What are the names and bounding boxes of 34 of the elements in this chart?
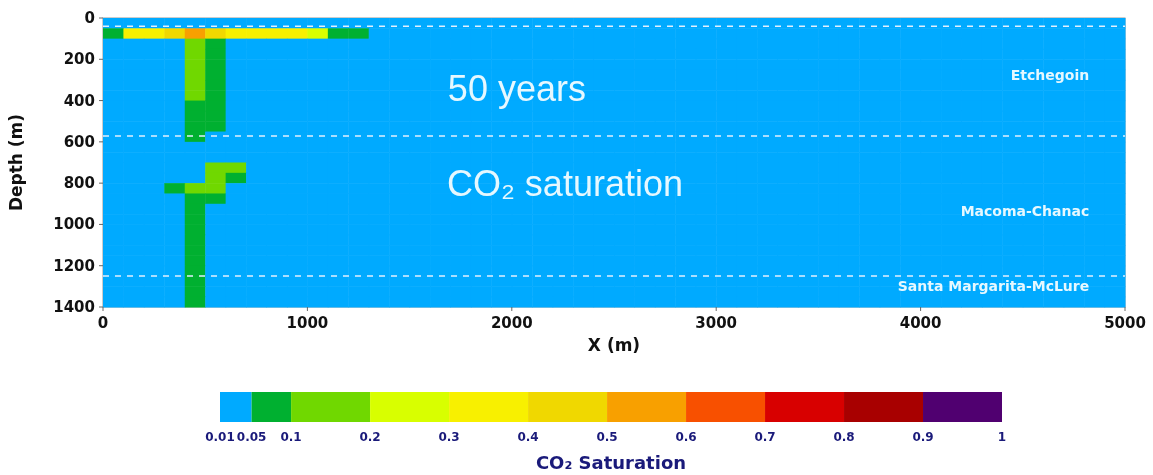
- color-bar-label: 0.1: [280, 430, 302, 444]
- color-bar-label: 0.05: [236, 430, 267, 444]
- color-bar-label: 0.4: [517, 430, 539, 444]
- color-bar-label: 0.3: [438, 430, 460, 444]
- annotation: Santa Margarita-McLure: [897, 278, 1090, 295]
- color-bar-label: 1: [997, 430, 1007, 444]
- y-tick-label: 1200: [53, 256, 95, 275]
- x-tick-label: 4000: [899, 314, 942, 332]
- color-bar-title: CO₂ Saturation: [535, 452, 687, 473]
- color-bar-label: 0.6: [675, 430, 697, 444]
- x-tick-label: 2000: [490, 314, 533, 332]
- y-tick-label: 800: [63, 174, 95, 193]
- y-tick-label: 1400: [53, 298, 95, 316]
- x-tick-label: 5000: [1104, 314, 1146, 332]
- x-tick-label: 3000: [695, 314, 738, 332]
- annotation: Etchegoin: [1010, 67, 1090, 84]
- color-bar-label: 0.8: [833, 430, 855, 444]
- color-bar-label: 0.7: [754, 430, 776, 444]
- x-axis-title: X (m): [587, 335, 641, 355]
- color-bar-label: 0.2: [359, 430, 381, 444]
- color-bar-label: 0.9: [912, 430, 934, 444]
- annotation: 50 years: [447, 67, 586, 109]
- y-tick-label: 0: [84, 9, 95, 27]
- annotation: Macoma-Chanac: [960, 203, 1090, 220]
- y-tick-label: 600: [63, 132, 95, 151]
- color-bar-label: 0.01: [205, 430, 235, 444]
- x-tick-label: 1000: [286, 314, 329, 332]
- y-tick-label: 400: [63, 91, 95, 110]
- y-tick-label: 1000: [53, 215, 95, 234]
- annotation: CO₂ saturation: [446, 163, 683, 205]
- y-tick-label: 200: [63, 50, 95, 69]
- color-bar-label: 0.5: [596, 430, 618, 444]
- x-tick-label: 0: [97, 314, 109, 332]
- y-axis-title: Depth (m): [6, 113, 26, 212]
